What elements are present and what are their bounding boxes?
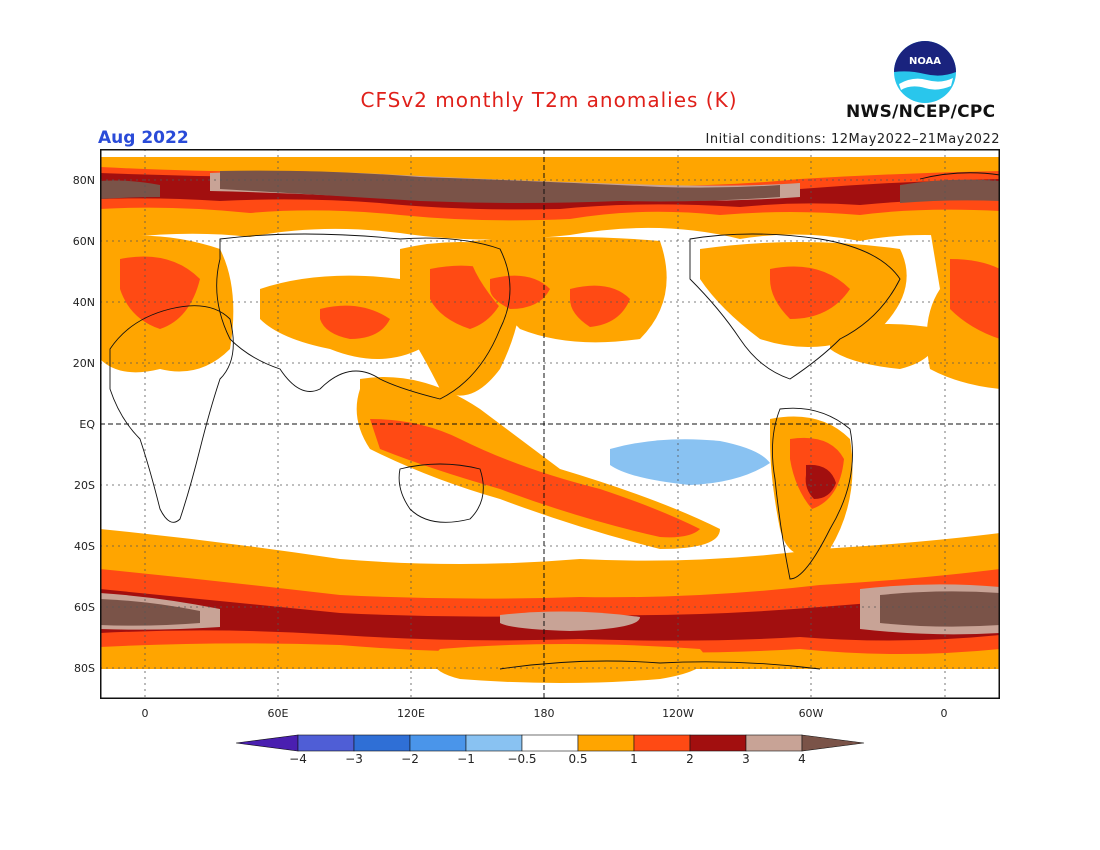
lon-label-60e: 60E bbox=[267, 707, 289, 720]
lat-label-60n: 60N bbox=[72, 235, 95, 248]
agency-label: NWS/NCEP/CPC bbox=[846, 102, 996, 122]
colorbar-segment-4-3 bbox=[297, 734, 355, 752]
lon-label-0-west: 0 bbox=[141, 707, 149, 720]
colorbar-segment-1-05 bbox=[465, 734, 523, 752]
north-pacific-warm-2 bbox=[570, 285, 630, 327]
equator-dateline bbox=[100, 149, 1000, 699]
colorbar-segment-1-2 bbox=[633, 734, 691, 752]
colorbar-segment-lt-4 bbox=[236, 734, 299, 752]
lon-label-60w: 60W bbox=[798, 707, 824, 720]
lat-label-40n: 40N bbox=[72, 296, 95, 309]
europe-east-warm bbox=[950, 259, 1000, 339]
lat-label-eq: EQ bbox=[79, 418, 95, 431]
valid-month-label: Aug 2022 bbox=[98, 128, 189, 148]
lat-label-20s: 20S bbox=[74, 479, 95, 492]
arctic-extreme-east bbox=[900, 179, 1000, 203]
lat-label-80n: 80N bbox=[72, 174, 95, 187]
europe-warm bbox=[120, 256, 200, 329]
north-america-warm bbox=[770, 266, 850, 319]
colorbar-label-3: 3 bbox=[742, 752, 750, 766]
lon-label-0-east: 0 bbox=[940, 707, 948, 720]
colorbar-label-4: 4 bbox=[798, 752, 806, 766]
colorbar-segment-3-2 bbox=[353, 734, 411, 752]
chart-title: CFSv2 monthly T2m anomalies (K) bbox=[360, 88, 738, 112]
colorbar-label-neg2: −2 bbox=[401, 752, 419, 766]
colorbar-label-neg4: −4 bbox=[289, 752, 307, 766]
colorbar-label-2: 2 bbox=[686, 752, 694, 766]
map-frame bbox=[100, 149, 1000, 699]
colorbar-segment-2-1 bbox=[409, 734, 467, 752]
tropical-pacific-cool bbox=[610, 439, 770, 485]
lat-label-40s: 40S bbox=[74, 540, 95, 553]
ross-sea-very-hot bbox=[500, 611, 640, 631]
initial-conditions-label: Initial conditions: 12May2022–21May2022 bbox=[705, 132, 1000, 147]
map-gridlines bbox=[100, 149, 1000, 699]
asia-warm bbox=[320, 305, 390, 339]
north-pacific-warm-1 bbox=[490, 275, 550, 309]
lat-label-60s: 60S bbox=[74, 601, 95, 614]
lon-label-120e: 120E bbox=[397, 707, 425, 720]
south-america-hot bbox=[805, 464, 836, 499]
colorbar bbox=[236, 734, 865, 752]
colorbar-label-neg1: −1 bbox=[457, 752, 475, 766]
lon-label-180: 180 bbox=[533, 707, 555, 720]
colorbar-segment-neutral bbox=[521, 734, 579, 752]
lat-label-80s: 80S bbox=[74, 662, 95, 675]
anomaly-map bbox=[100, 149, 1000, 699]
coastlines bbox=[109, 172, 1000, 670]
colorbar-label-1: 1 bbox=[630, 752, 638, 766]
colorbar-segment-gt-4 bbox=[801, 734, 865, 752]
lon-label-120w: 120W bbox=[662, 707, 694, 720]
colorbar-segment-3-4 bbox=[745, 734, 803, 752]
colorbar-label-neg05: −0.5 bbox=[507, 752, 537, 766]
noaa-logo-text: NOAA bbox=[909, 56, 941, 67]
colorbar-label-05: 0.5 bbox=[568, 752, 588, 766]
colorbar-label-neg3: −3 bbox=[345, 752, 363, 766]
noaa-logo-icon: NOAA bbox=[894, 41, 956, 103]
colorbar-segment-05-1 bbox=[577, 734, 635, 752]
atlantic-weak-warm bbox=[830, 324, 940, 369]
southern-ocean-extreme-west bbox=[100, 599, 200, 626]
colorbar-segment-2-3 bbox=[689, 734, 747, 752]
arctic-extreme bbox=[220, 170, 780, 203]
southern-ocean-hot bbox=[100, 589, 1000, 641]
lat-label-20n: 20N bbox=[72, 357, 95, 370]
southern-ocean-extreme-east bbox=[880, 591, 1000, 627]
antarctica-weak-warm bbox=[433, 644, 705, 683]
maritime-continent-warm bbox=[370, 419, 700, 538]
